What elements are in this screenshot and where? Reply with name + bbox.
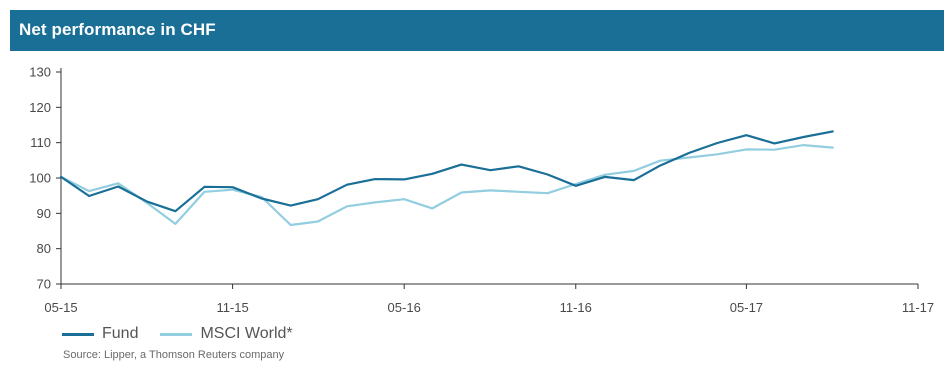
legend-label-msci-world: MSCI World* bbox=[200, 325, 293, 342]
y-tick-label: 100 bbox=[29, 171, 51, 186]
x-tick-label: 11-15 bbox=[216, 300, 248, 315]
x-tick-label: 05-16 bbox=[388, 300, 421, 315]
legend-item-msci-world: MSCI World* bbox=[160, 325, 293, 343]
series-line-fund bbox=[59, 130, 834, 213]
x-tick-label: 11-16 bbox=[560, 300, 592, 315]
source-note: Source: Lipper, a Thomson Reuters compan… bbox=[63, 349, 285, 361]
legend-label-fund: Fund bbox=[102, 325, 139, 342]
chart-title: Net performance in CHF bbox=[19, 20, 216, 39]
legend-item-fund: Fund bbox=[62, 325, 138, 343]
chart-header: Net performance in CHF bbox=[10, 10, 944, 51]
x-axis: 05-15 11-15 05-16 11-16 05-17 11-17 bbox=[44, 283, 934, 315]
legend-swatch-msci-world bbox=[160, 332, 193, 336]
y-axis: 70 80 90 100 110 120 130 bbox=[29, 65, 62, 292]
chart-series bbox=[59, 130, 834, 227]
legend-swatch-fund bbox=[62, 332, 94, 336]
series-line-msci-world bbox=[59, 143, 834, 227]
x-tick-label: 05-17 bbox=[730, 300, 763, 315]
x-tick-label: 11-17 bbox=[902, 300, 934, 315]
y-tick-label: 70 bbox=[37, 277, 51, 292]
y-tick-label: 130 bbox=[29, 65, 51, 80]
x-tick-label: 05-15 bbox=[44, 300, 77, 315]
y-tick-label: 90 bbox=[37, 206, 51, 221]
y-tick-label: 80 bbox=[37, 241, 51, 256]
legend: Fund MSCI World* bbox=[62, 323, 315, 345]
y-tick-label: 110 bbox=[30, 135, 51, 150]
y-tick-label: 120 bbox=[29, 100, 51, 115]
